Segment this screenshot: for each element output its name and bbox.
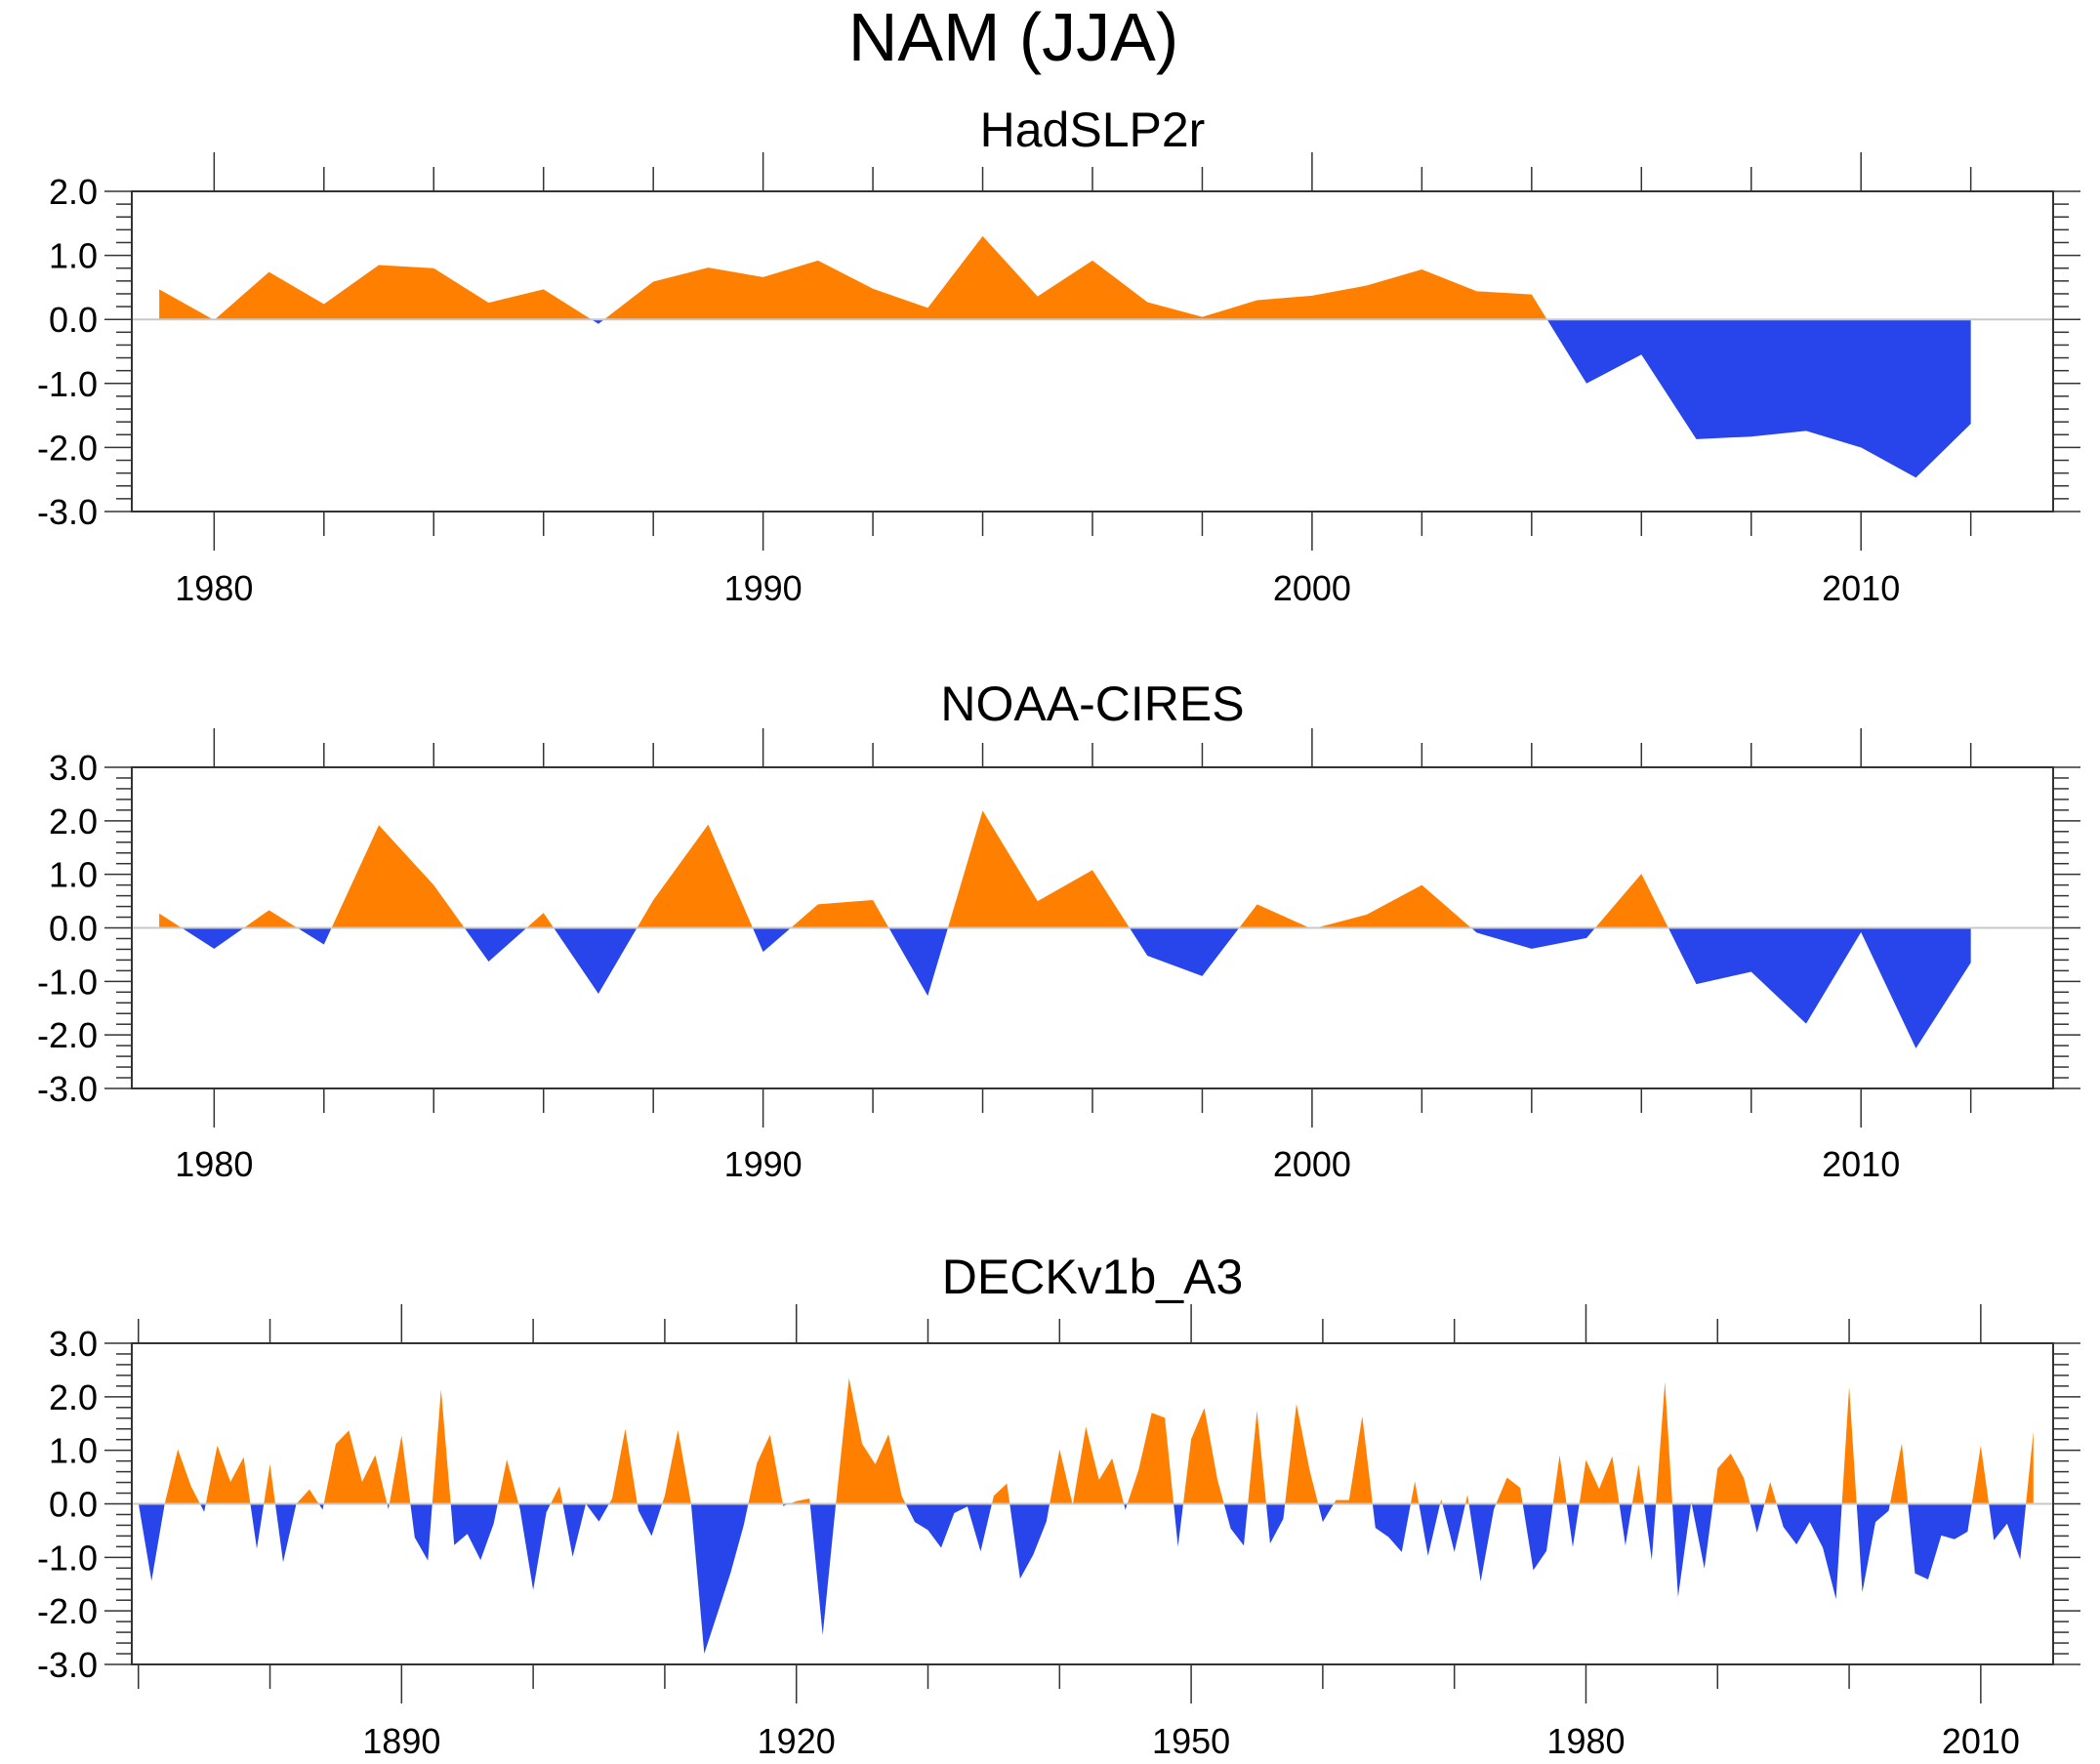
negative-area (159, 927, 1971, 1048)
y-tick-label: 2.0 (49, 1377, 98, 1417)
y-tick-label: 1.0 (49, 1431, 98, 1471)
positive-area (138, 1377, 2034, 1504)
x-tick-label: 1920 (758, 1721, 836, 1761)
y-tick-label: 0.0 (49, 1485, 98, 1525)
y-tick-label: -2.0 (37, 428, 98, 468)
panel-deckv1b-a3: DECKv1b_A3 3.0 2.0 1.0 0.0 -1.0 -2.0 -3.0 1890 1… (37, 1250, 2080, 1761)
y-tick-label: 0.0 (49, 300, 98, 340)
x-tick-label: 1890 (362, 1721, 440, 1761)
x-tick-label: 2000 (1273, 1144, 1351, 1184)
y-tick-label: 2.0 (49, 801, 98, 841)
negative-area (213, 319, 1971, 478)
figure-title: NAM (JJA) (848, 0, 1178, 75)
x-tick-label: 2010 (1822, 1144, 1900, 1184)
y-tick-label: -1.0 (37, 962, 98, 1002)
panel-hadslp2r: HadSLP2r 2.0 1.0 0.0 -1.0 -2.0 -3.0 1980 1990 20… (37, 103, 2080, 608)
y-tick-label: -3.0 (37, 1645, 98, 1685)
y-tick-label: -2.0 (37, 1591, 98, 1631)
x-tick-label: 1980 (175, 1144, 253, 1184)
x-tick-label: 2010 (1822, 568, 1900, 608)
panel-title: NOAA-CIRES (940, 677, 1244, 731)
x-tick-label: 2010 (1942, 1721, 2020, 1761)
y-tick-label: 2.0 (49, 172, 98, 212)
y-tick-label: 3.0 (49, 748, 98, 788)
panel-title: DECKv1b_A3 (942, 1250, 1244, 1304)
x-tick-label: 1990 (724, 568, 803, 608)
y-tick-label: -2.0 (37, 1015, 98, 1055)
panel-noaa-cires: NOAA-CIRES 3.0 2.0 1.0 0.0 -1.0 -2.0 -3.0 1980 1… (37, 677, 2080, 1184)
x-tick-label: 2000 (1273, 568, 1351, 608)
panel-title: HadSLP2r (980, 103, 1206, 157)
negative-area (138, 1503, 2034, 1655)
positive-area (159, 810, 1971, 928)
y-tick-label: 0.0 (49, 909, 98, 949)
x-tick-label: 1950 (1152, 1721, 1230, 1761)
positive-area (159, 235, 1547, 320)
y-tick-label: -1.0 (37, 364, 98, 404)
y-tick-label: 3.0 (49, 1324, 98, 1364)
y-tick-label: 1.0 (49, 855, 98, 895)
y-tick-label: 1.0 (49, 236, 98, 276)
x-tick-label: 1990 (724, 1144, 803, 1184)
x-tick-label: 1980 (1546, 1721, 1625, 1761)
y-tick-label: -1.0 (37, 1538, 98, 1578)
x-tick-label: 1980 (175, 568, 253, 608)
y-tick-label: -3.0 (37, 1069, 98, 1109)
y-tick-label: -3.0 (37, 492, 98, 532)
